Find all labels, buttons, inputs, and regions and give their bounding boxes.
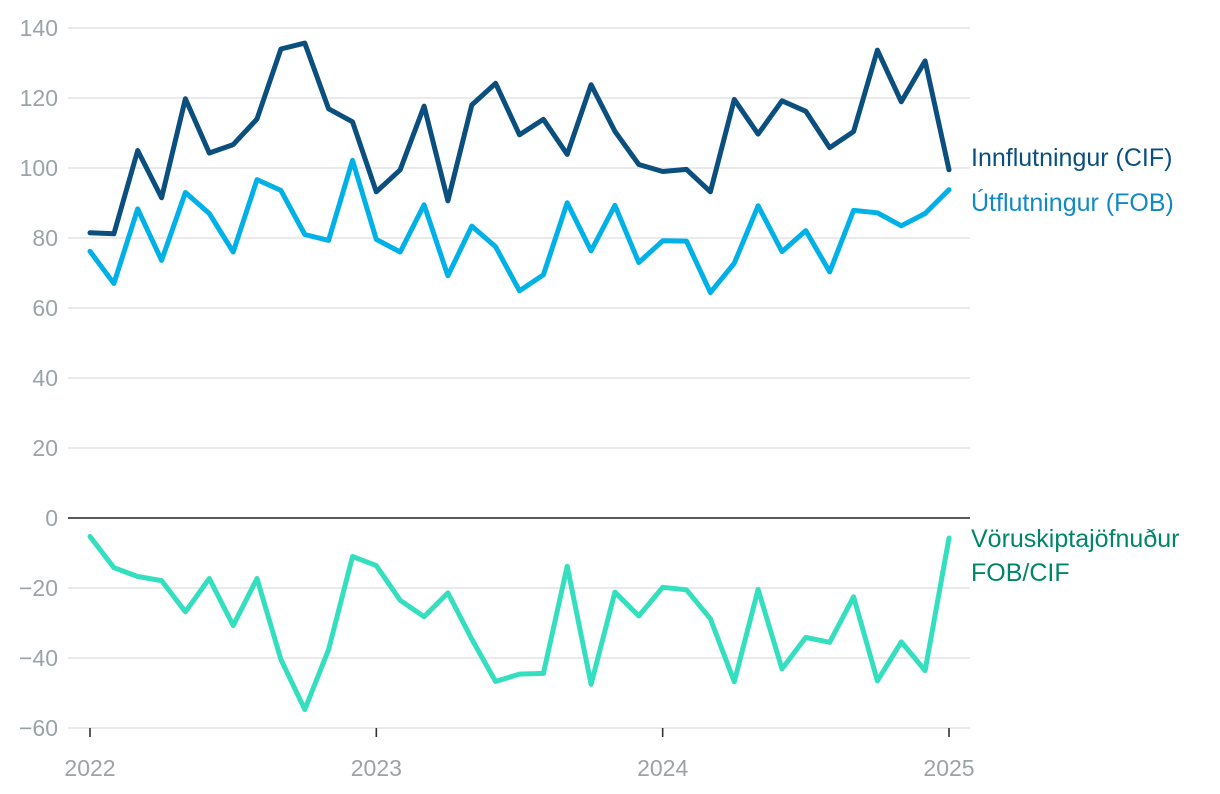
y-tick-label: 120 xyxy=(20,85,58,111)
y-tick-label: 80 xyxy=(32,225,58,251)
x-tick-label: 2024 xyxy=(637,755,688,781)
series-line-1 xyxy=(87,40,952,237)
y-tick-label: 40 xyxy=(32,365,58,391)
y-tick-label: −60 xyxy=(19,715,58,741)
series-line-3 xyxy=(87,534,952,712)
axes: −60 −40 −20 0 20 40 60 80 100 120 140 2022 2023 2024 2… xyxy=(19,15,975,781)
series-lines xyxy=(87,40,952,712)
x-tick-label: 2022 xyxy=(64,755,115,781)
series-line-2 xyxy=(87,157,952,296)
y-tick-label: −40 xyxy=(19,645,58,671)
y-tick-label: 60 xyxy=(32,295,58,321)
y-tick-label: −20 xyxy=(19,575,58,601)
series-label: FOB/CIF xyxy=(971,559,1070,587)
series-label: Vöruskiptajöfnuður xyxy=(971,525,1179,553)
y-tick-label: 100 xyxy=(20,155,58,181)
x-tick-label: 2025 xyxy=(923,755,974,781)
series-label: Innflutningur (CIF) xyxy=(971,144,1172,172)
x-tick-label: 2023 xyxy=(351,755,402,781)
gridlines xyxy=(68,27,970,729)
y-tick-label: 20 xyxy=(32,435,58,461)
y-tick-label: 0 xyxy=(45,505,58,531)
y-tick-label: 140 xyxy=(20,15,58,41)
series-label: Útflutningur (FOB) xyxy=(971,188,1174,217)
series-labels: Innflutningur (CIF) Útflutningur (FOB) Vör… xyxy=(971,144,1179,587)
